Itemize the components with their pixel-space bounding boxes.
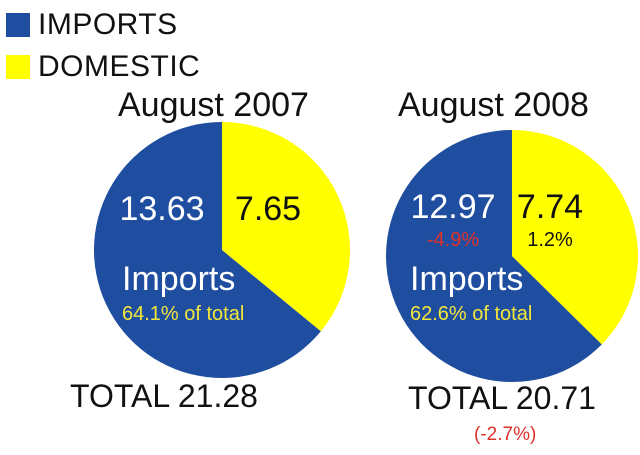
pie-2008-imports-label: Imports <box>410 260 523 298</box>
pie-2008-imports-value: 12.97 <box>410 188 495 226</box>
pie-2007-slice-domestic <box>222 122 350 332</box>
legend: IMPORTS DOMESTIC <box>6 4 200 88</box>
pie-2007-slice-imports <box>94 122 321 378</box>
pie-2008-slice-imports <box>386 130 602 382</box>
pie-2008-domestic-change: 1.2% <box>527 229 573 251</box>
pie-2007-domestic-value: 7.65 <box>235 190 301 228</box>
pie-2007-imports-label: Imports <box>122 260 235 298</box>
pie-2008-slice-domestic <box>512 130 639 345</box>
legend-swatch-domestic <box>6 55 30 79</box>
chart-title-2007: August 2007 <box>118 86 309 124</box>
pie-2008-imports-share: 62.6% of total <box>410 303 532 325</box>
chart-title-2008: August 2008 <box>398 86 589 124</box>
pie-2007: 13.63 7.65 Imports 64.1% of total <box>94 122 350 378</box>
legend-label-domestic: DOMESTIC <box>38 50 201 83</box>
total-2008: TOTAL 20.71 <box>408 380 596 416</box>
pie-2008-imports-change: -4.9% <box>427 229 479 251</box>
total-change-2008: (-2.7%) <box>474 424 537 445</box>
legend-swatch-imports <box>6 13 30 37</box>
pie-2007-imports-value: 13.63 <box>119 190 204 228</box>
legend-item-domestic: DOMESTIC <box>6 46 200 88</box>
total-2007: TOTAL 21.28 <box>70 378 258 414</box>
legend-item-imports: IMPORTS <box>6 4 200 46</box>
pie-2008-domestic-value: 7.74 <box>517 188 583 226</box>
legend-label-imports: IMPORTS <box>38 8 178 41</box>
pie-2007-imports-share: 64.1% of total <box>122 303 244 325</box>
pie-2008: 12.97 -4.9% 7.74 1.2% Imports 62.6% of t… <box>386 130 639 382</box>
